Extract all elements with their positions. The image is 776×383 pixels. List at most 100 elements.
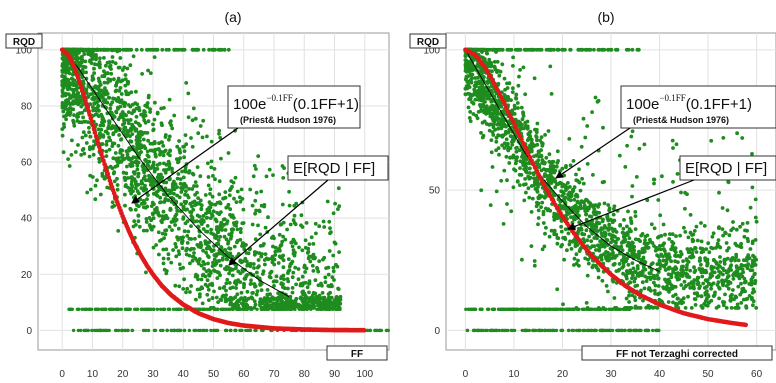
scatter-point bbox=[95, 178, 99, 183]
scatter-point bbox=[189, 224, 193, 229]
scatter-point bbox=[313, 278, 318, 283]
scatter-point bbox=[123, 184, 128, 189]
scatter-point bbox=[179, 209, 183, 214]
scatter-point bbox=[223, 228, 228, 232]
scatter-point bbox=[90, 74, 95, 79]
scatter-point bbox=[136, 204, 141, 209]
scatter-point bbox=[75, 47, 79, 52]
scatter-point bbox=[500, 62, 505, 67]
scatter-point bbox=[178, 177, 183, 182]
scatter-point bbox=[116, 307, 120, 311]
scatter-point bbox=[489, 138, 494, 143]
scatter-point bbox=[123, 77, 128, 81]
scatter-point bbox=[627, 236, 632, 241]
scatter-point bbox=[650, 261, 655, 265]
scatter-point bbox=[235, 238, 240, 243]
scatter-point bbox=[693, 303, 698, 307]
scatter-point bbox=[695, 238, 700, 243]
scatter-point bbox=[640, 280, 645, 285]
scatter-point bbox=[113, 61, 118, 66]
scatter-point bbox=[161, 256, 166, 261]
scatter-point bbox=[175, 176, 180, 181]
scatter-point bbox=[224, 257, 229, 262]
scatter-point bbox=[166, 307, 171, 311]
scatter-point bbox=[547, 152, 552, 157]
scatter-point bbox=[152, 166, 157, 171]
scatter-point bbox=[611, 250, 615, 255]
scatter-point bbox=[621, 234, 626, 239]
scatter-point bbox=[174, 212, 179, 217]
panel-a-x-tick-80: 80 bbox=[299, 369, 311, 380]
scatter-point bbox=[290, 286, 295, 290]
scatter-point bbox=[264, 174, 269, 179]
scatter-point bbox=[195, 213, 200, 218]
scatter-point bbox=[226, 239, 231, 244]
scatter-point bbox=[303, 270, 307, 274]
scatter-point bbox=[151, 128, 156, 133]
scatter-point bbox=[99, 127, 104, 132]
scatter-point bbox=[146, 307, 150, 311]
scatter-point bbox=[183, 133, 188, 138]
scatter-point bbox=[177, 147, 182, 152]
scatter-point bbox=[319, 307, 324, 311]
scatter-point bbox=[697, 266, 702, 271]
scatter-point bbox=[81, 130, 86, 135]
scatter-point bbox=[128, 139, 133, 144]
scatter-point bbox=[154, 193, 159, 197]
scatter-point bbox=[558, 169, 562, 174]
scatter-point bbox=[113, 151, 118, 155]
scatter-point bbox=[627, 300, 631, 304]
scatter-point bbox=[94, 57, 98, 62]
panel-a-expectation-label: E[RQD | FF] bbox=[293, 160, 375, 177]
scatter-point bbox=[669, 275, 674, 280]
scatter-point bbox=[592, 225, 596, 229]
scatter-point bbox=[495, 116, 500, 120]
scatter-point bbox=[229, 186, 233, 191]
scatter-point bbox=[694, 250, 699, 254]
scatter-point bbox=[188, 261, 192, 266]
scatter-point bbox=[572, 256, 577, 261]
scatter-point bbox=[197, 229, 202, 234]
scatter-point bbox=[224, 293, 229, 297]
scatter-point bbox=[554, 164, 559, 169]
scatter-point bbox=[217, 192, 222, 197]
scatter-point bbox=[152, 117, 157, 122]
scatter-point bbox=[745, 221, 750, 225]
scatter-point bbox=[139, 145, 144, 150]
scatter-point bbox=[306, 256, 311, 261]
scatter-point bbox=[559, 224, 563, 229]
scatter-point bbox=[263, 262, 267, 267]
scatter-point bbox=[300, 248, 305, 253]
scatter-point bbox=[753, 279, 758, 283]
scatter-point bbox=[211, 174, 215, 178]
scatter-point bbox=[164, 168, 169, 172]
scatter-point bbox=[514, 149, 519, 154]
scatter-point bbox=[254, 328, 258, 333]
scatter-point bbox=[210, 194, 215, 199]
scatter-point bbox=[320, 291, 325, 295]
scatter-point bbox=[256, 258, 261, 262]
scatter-point bbox=[176, 159, 181, 164]
scatter-point bbox=[260, 252, 264, 256]
scatter-point bbox=[241, 259, 246, 264]
scatter-point bbox=[119, 137, 124, 142]
scatter-point bbox=[571, 159, 576, 163]
scatter-point bbox=[552, 218, 557, 222]
scatter-point bbox=[509, 98, 513, 102]
scatter-point bbox=[105, 71, 110, 75]
scatter-point bbox=[197, 294, 202, 299]
scatter-point bbox=[618, 223, 623, 227]
scatter-point bbox=[119, 92, 124, 96]
scatter-point bbox=[60, 133, 65, 138]
scatter-point bbox=[219, 245, 224, 250]
scatter-point bbox=[174, 307, 178, 311]
scatter-point bbox=[512, 103, 517, 108]
scatter-point bbox=[217, 131, 221, 136]
scatter-point bbox=[87, 47, 92, 52]
scatter-point bbox=[160, 231, 165, 236]
scatter-point bbox=[716, 238, 721, 243]
scatter-point bbox=[157, 147, 161, 151]
scatter-point bbox=[657, 258, 662, 263]
scatter-point bbox=[64, 117, 68, 122]
scatter-point bbox=[200, 273, 205, 278]
